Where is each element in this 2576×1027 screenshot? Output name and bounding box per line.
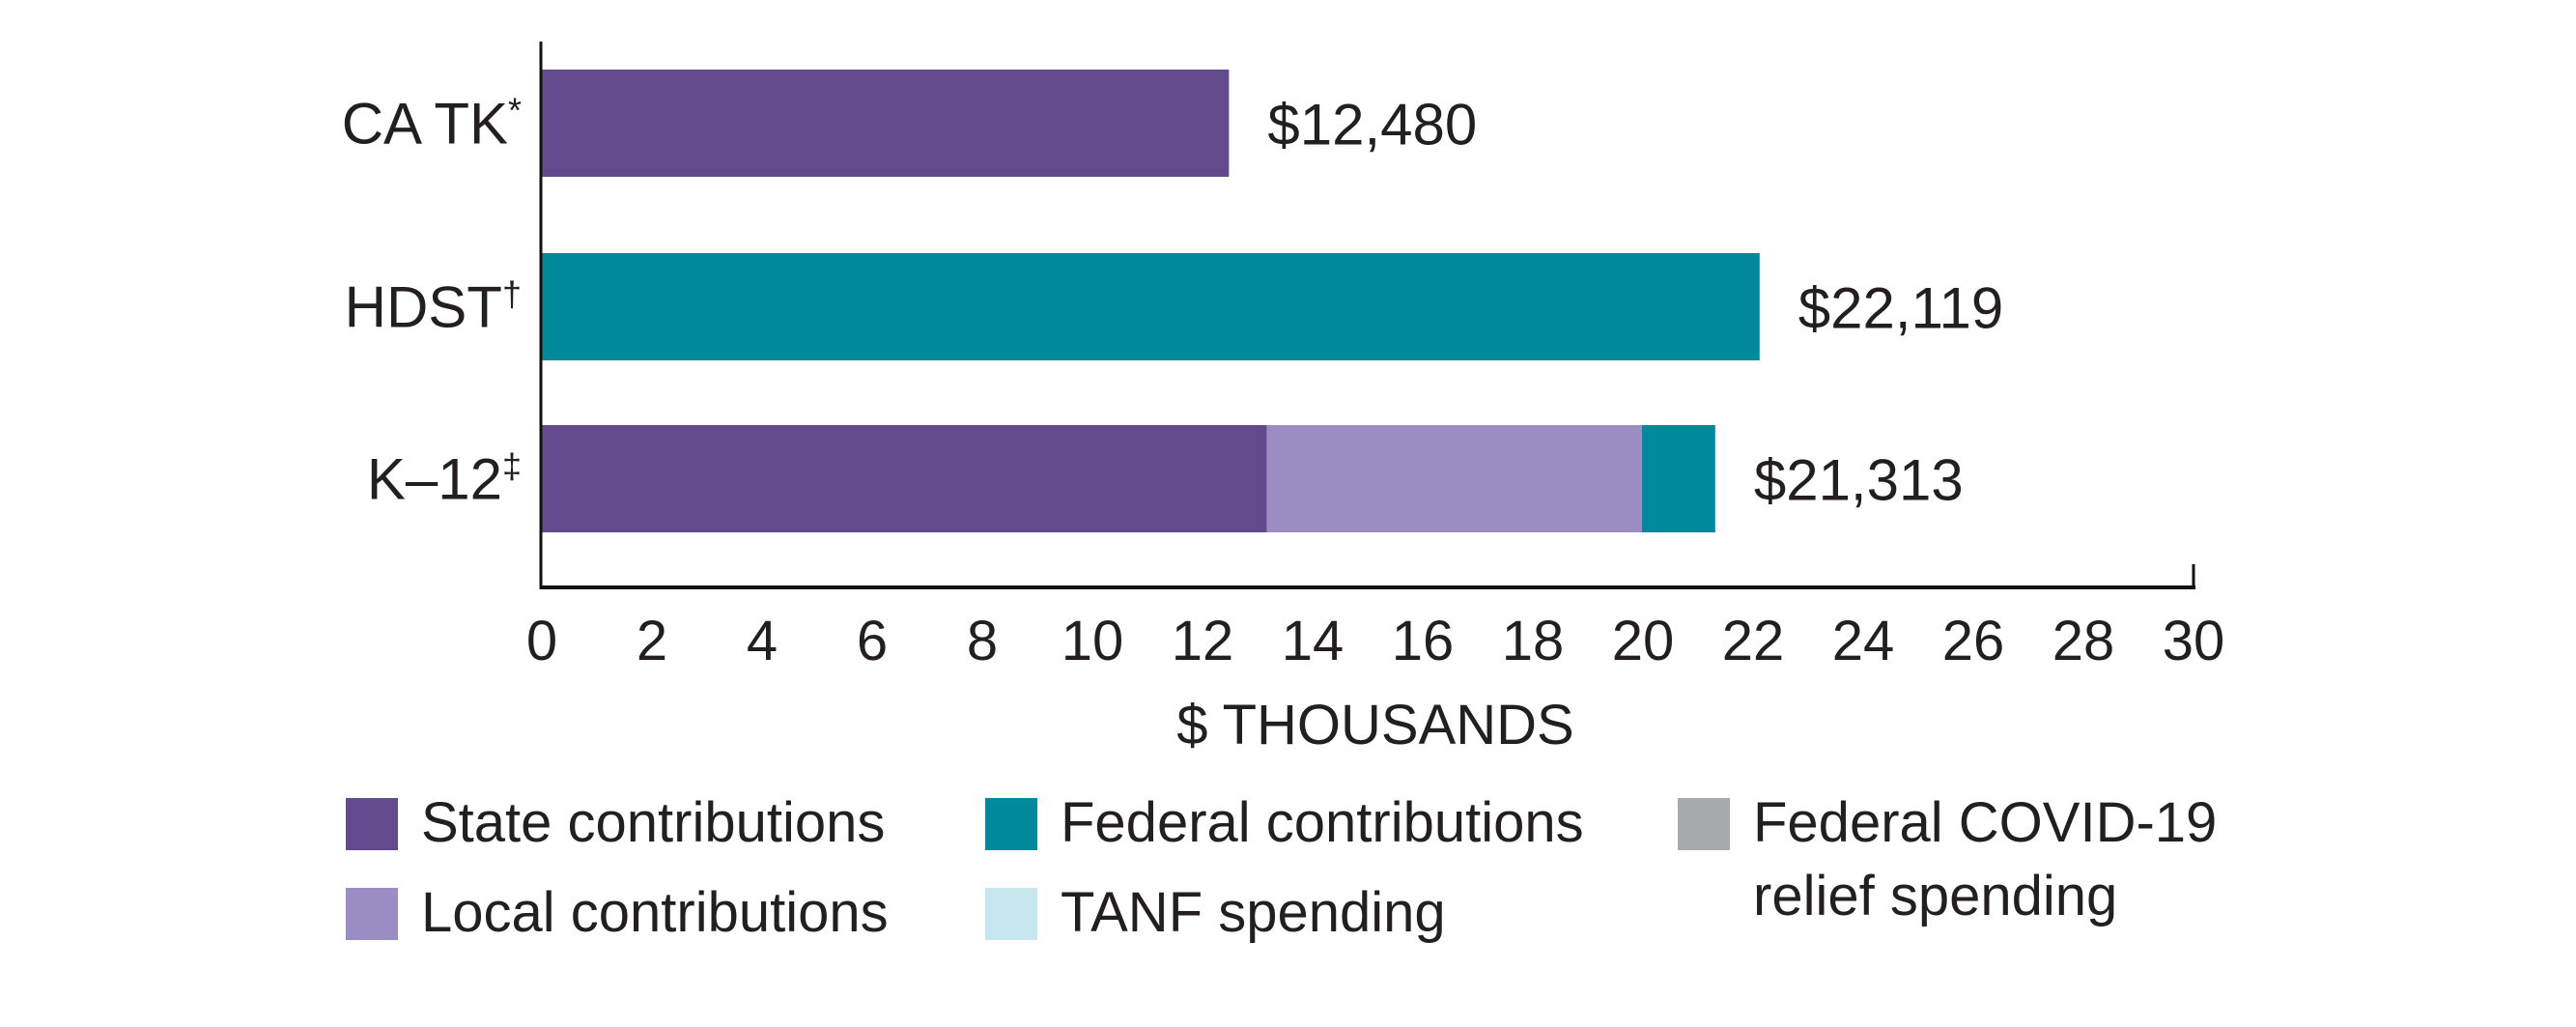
category-label-ca-tk: CA TK*	[342, 91, 522, 157]
x-tick-label-18: 18	[1502, 610, 1565, 672]
x-axis-title: $ THOUSANDS	[1176, 694, 1573, 756]
x-tick-label-10: 10	[1062, 610, 1124, 672]
bar-k-12-local-contributions	[1266, 425, 1642, 532]
value-label-k-12: $21,313	[1754, 448, 1964, 513]
value-label-ca-tk: $12,480	[1267, 93, 1477, 157]
bar-hdst-federal-contributions	[542, 253, 1760, 360]
legend-swatch-local	[346, 888, 398, 940]
x-tick-label-22: 22	[1722, 610, 1785, 672]
legend-swatch-tanf	[985, 888, 1037, 940]
category-label-hdst: HDST†	[345, 274, 522, 340]
x-tick-label-16: 16	[1392, 610, 1455, 672]
legend-label-federal: Federal contributions	[1061, 791, 1584, 854]
legend-swatch-federal	[985, 798, 1037, 850]
value-label-hdst: $22,119	[1798, 276, 2003, 341]
category-label-k-12: K–12‡	[367, 446, 522, 512]
legend-item-tanf: TANF spending	[985, 881, 1446, 950]
bar-ca-tk-state-contributions	[542, 70, 1230, 177]
legend-swatch-covid	[1678, 798, 1730, 850]
x-tick-label-8: 8	[967, 610, 998, 672]
x-tick-label-6: 6	[857, 610, 888, 672]
legend-label-tanf: TANF spending	[1061, 881, 1446, 944]
x-tick-labels: 0 2 4 6 8 10 12 14 16 18 20 22 24 26 28 30	[526, 610, 2224, 672]
legend-item-state: State contributions	[346, 791, 885, 860]
legend-swatch-state	[346, 798, 398, 850]
bar-k-12-federal-contributions	[1641, 425, 1715, 532]
x-tick-label-2: 2	[637, 610, 667, 672]
legend-item-federal: Federal contributions	[985, 791, 1584, 860]
category-labels: CA TK* HDST† K–12‡	[342, 91, 522, 512]
legend-label-covid: Federal COVID-19 relief spending	[1753, 791, 2218, 927]
legend-label-state: State contributions	[421, 791, 886, 854]
x-tick-label-24: 24	[1832, 610, 1895, 672]
x-tick-label-0: 0	[526, 610, 557, 672]
bar-k-12-state-contributions	[542, 425, 1267, 532]
legend-label-local: Local contributions	[421, 881, 889, 944]
x-tick-label-12: 12	[1172, 610, 1234, 672]
x-tick-label-28: 28	[2052, 610, 2115, 672]
x-tick-label-26: 26	[1942, 610, 2005, 672]
bars-group	[542, 70, 1760, 532]
legend-item-local: Local contributions	[346, 881, 889, 950]
x-tick-label-4: 4	[747, 610, 778, 672]
value-labels: $12,480 $22,119 $21,313	[1267, 93, 2003, 513]
x-tick-label-30: 30	[2163, 610, 2225, 672]
x-tick-label-14: 14	[1282, 610, 1345, 672]
x-tick-label-20: 20	[1612, 610, 1675, 672]
legend-item-covid: Federal COVID-19 relief spending	[1678, 791, 2294, 933]
